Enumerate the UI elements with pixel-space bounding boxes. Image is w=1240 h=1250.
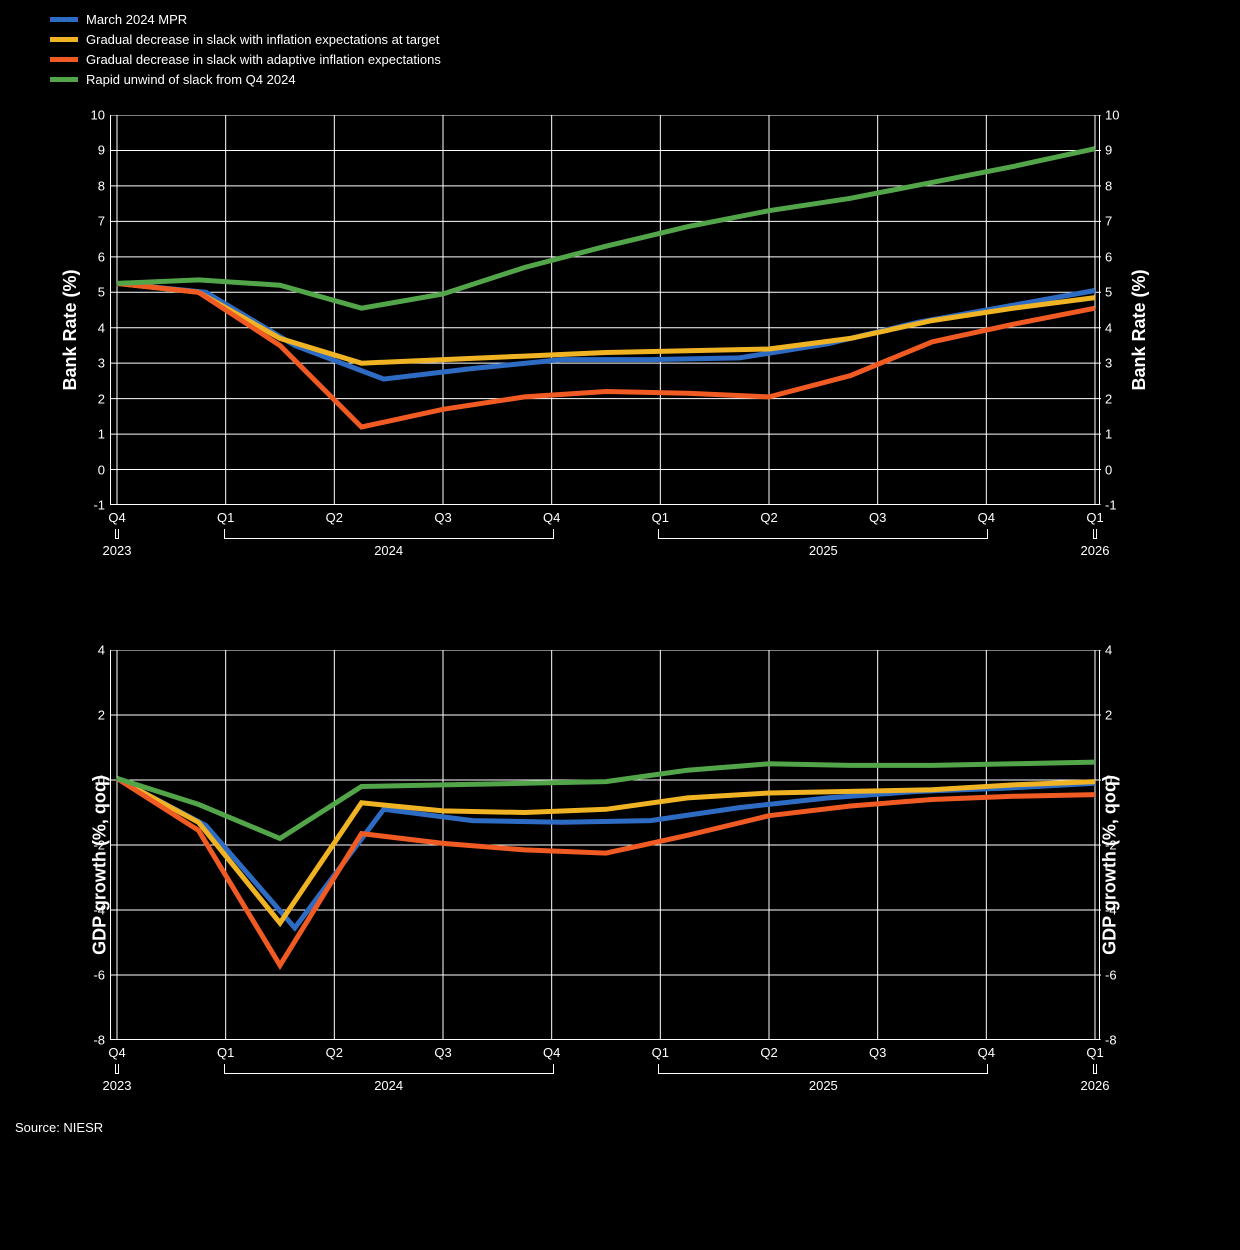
y-tick-label: 3	[98, 356, 111, 371]
x-tick-label: Q2	[760, 504, 777, 525]
plot-area: -8-8-6-6-4-4-2-2002244Q4Q1Q2Q3Q4Q1Q2Q3Q4…	[110, 650, 1100, 1040]
x-tick-label: Q2	[760, 1039, 777, 1060]
y-tick-label: 1	[1099, 427, 1112, 442]
legend-label: March 2024 MPR	[86, 12, 187, 27]
y-tick-label: -2	[93, 838, 111, 853]
y-tick-label: 5	[1099, 285, 1112, 300]
x-year-label: 2023	[103, 543, 132, 558]
x-year-label: 2025	[809, 543, 838, 558]
y-tick-label: 2	[1099, 708, 1112, 723]
y-tick-label: -6	[93, 968, 111, 983]
y-tick-label: -4	[93, 903, 111, 918]
y-tick-label: 10	[1099, 108, 1119, 123]
y-tick-label: 2	[1099, 391, 1112, 406]
x-tick-label: Q2	[326, 1039, 343, 1060]
x-year-label: 2025	[809, 1078, 838, 1093]
y-tick-label: 9	[98, 143, 111, 158]
plot-area: -1-1001122334455667788991010Q4Q1Q2Q3Q4Q1…	[110, 115, 1100, 505]
x-tick-label: Q4	[108, 504, 125, 525]
legend-label: Gradual decrease in slack with inflation…	[86, 32, 439, 47]
legend-swatch	[50, 57, 78, 62]
y-tick-label: 2	[98, 708, 111, 723]
y-tick-label: 2	[98, 391, 111, 406]
x-year-label: 2026	[1081, 543, 1110, 558]
series-green	[117, 149, 1095, 309]
x-year-bracket	[115, 1064, 119, 1074]
x-tick-label: Q1	[652, 504, 669, 525]
chart-svg	[111, 650, 1101, 1040]
y-tick-label: 6	[1099, 249, 1112, 264]
legend-item: Gradual decrease in slack with adaptive …	[50, 50, 441, 68]
legend-label: Rapid unwind of slack from Q4 2024	[86, 72, 296, 87]
y-tick-label: -2	[1099, 838, 1117, 853]
legend-swatch	[50, 37, 78, 42]
x-year-label: 2024	[374, 543, 403, 558]
y-tick-label: 7	[1099, 214, 1112, 229]
y-tick-label: 0	[1099, 462, 1112, 477]
legend-item: Gradual decrease in slack with inflation…	[50, 30, 441, 48]
x-tick-label: Q3	[869, 1039, 886, 1060]
x-year-bracket	[115, 529, 119, 539]
legend: March 2024 MPR Gradual decrease in slack…	[50, 10, 441, 90]
x-tick-label: Q1	[1086, 1039, 1103, 1060]
x-year-bracket	[658, 1064, 988, 1074]
x-tick-label: Q4	[543, 504, 560, 525]
series-yellow	[117, 283, 1095, 363]
legend-swatch	[50, 77, 78, 82]
y-axis-title-right: Bank Rate (%)	[1129, 269, 1150, 390]
x-tick-label: Q1	[1086, 504, 1103, 525]
y-tick-label: 8	[98, 178, 111, 193]
y-tick-label: 4	[1099, 643, 1112, 658]
x-year-bracket	[658, 529, 988, 539]
y-axis-title-left: Bank Rate (%)	[60, 269, 81, 390]
y-tick-label: 1	[98, 427, 111, 442]
x-year-label: 2023	[103, 1078, 132, 1093]
x-year-bracket	[224, 1064, 554, 1074]
x-year-bracket	[1093, 529, 1097, 539]
legend-item: Rapid unwind of slack from Q4 2024	[50, 70, 441, 88]
x-tick-label: Q1	[217, 1039, 234, 1060]
x-tick-label: Q4	[978, 1039, 995, 1060]
x-year-label: 2026	[1081, 1078, 1110, 1093]
y-tick-label: 4	[98, 320, 111, 335]
y-axis-title-left: GDP growth (%, qoq)	[89, 775, 110, 955]
gdp-growth-chart: GDP growth (%, qoq) GDP growth (%, qoq) …	[70, 650, 1150, 1080]
y-tick-label: -4	[1099, 903, 1117, 918]
legend-item: March 2024 MPR	[50, 10, 441, 28]
x-tick-label: Q1	[652, 1039, 669, 1060]
x-tick-label: Q3	[869, 504, 886, 525]
x-tick-label: Q4	[543, 1039, 560, 1060]
y-tick-label: 7	[98, 214, 111, 229]
y-tick-label: 9	[1099, 143, 1112, 158]
source-text: Source: NIESR	[15, 1120, 103, 1135]
y-tick-label: 0	[1099, 773, 1112, 788]
y-tick-label: 5	[98, 285, 111, 300]
legend-swatch	[50, 17, 78, 22]
y-tick-label: 10	[91, 108, 111, 123]
x-tick-label: Q3	[434, 504, 451, 525]
y-tick-label: 6	[98, 249, 111, 264]
x-year-bracket	[224, 529, 554, 539]
x-year-label: 2024	[374, 1078, 403, 1093]
y-tick-label: 4	[98, 643, 111, 658]
x-tick-label: Q3	[434, 1039, 451, 1060]
bank-rate-chart: Bank Rate (%) Bank Rate (%) -1-100112233…	[70, 115, 1150, 545]
y-tick-label: 3	[1099, 356, 1112, 371]
y-tick-label: 8	[1099, 178, 1112, 193]
y-tick-label: 0	[98, 773, 111, 788]
y-axis-title-right: GDP growth (%, qoq)	[1100, 775, 1121, 955]
x-tick-label: Q2	[326, 504, 343, 525]
y-tick-label: 0	[98, 462, 111, 477]
x-year-bracket	[1093, 1064, 1097, 1074]
y-tick-label: -6	[1099, 968, 1117, 983]
x-tick-label: Q4	[108, 1039, 125, 1060]
series-orange	[117, 283, 1095, 427]
legend-label: Gradual decrease in slack with adaptive …	[86, 52, 441, 67]
series-orange	[117, 778, 1095, 965]
y-tick-label: 4	[1099, 320, 1112, 335]
chart-svg	[111, 115, 1101, 505]
x-tick-label: Q4	[978, 504, 995, 525]
x-tick-label: Q1	[217, 504, 234, 525]
